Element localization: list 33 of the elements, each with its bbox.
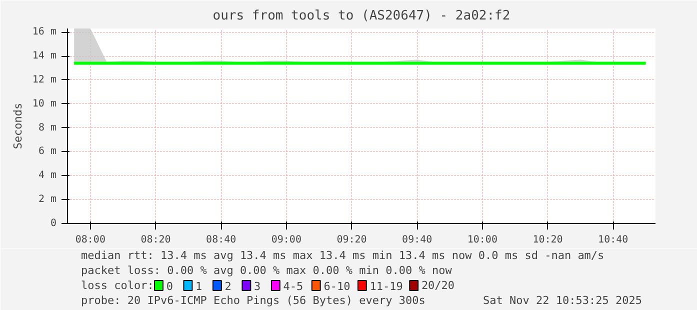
y-tick-label: 2 m	[38, 194, 56, 206]
legend-label: 11-19	[370, 280, 403, 293]
x-tick-label: 10:40	[598, 234, 628, 246]
legend-label: 3	[254, 280, 261, 293]
legend-label: 0	[166, 280, 173, 293]
x-tick-label: 08:20	[140, 234, 171, 246]
text: probe: 20 IPv6-ICMP Echo Pings (56 Bytes) every 300s	[81, 294, 426, 307]
text: Sat Nov 22 10:53:25 2025	[483, 294, 642, 307]
x-tick-label: 09:40	[402, 234, 432, 246]
x-tick-label: 10:00	[467, 234, 498, 246]
y-axis-title: Seconds	[11, 102, 24, 150]
text: packet loss: 0.00 % avg 0.00 % max 0.00 % min 0.00 % now	[81, 264, 452, 277]
y-tick-label: 0	[50, 218, 57, 229]
x-tick-label: 09:20	[336, 234, 367, 246]
legend-label: 6-10	[324, 280, 350, 293]
y-tick-label: 12 m	[32, 74, 57, 86]
y-tick-label: 6 m	[38, 146, 56, 158]
legend-label: 2	[224, 280, 232, 293]
legend-label: 4-5	[283, 280, 304, 293]
y-tick-label: 4 m	[38, 170, 56, 182]
legend-title: loss color:	[81, 279, 154, 292]
text: median rtt: 13.4 ms avg 13.4 ms max 13.4 ms min 13.4 ms now 0.0 ms sd -nan am/s	[81, 249, 604, 262]
y-tick-label: 8 m	[38, 122, 56, 134]
x-tick-label: 08:40	[206, 234, 236, 246]
y-tick-label: 14 m	[32, 50, 57, 62]
y-tick-label: 10 m	[32, 98, 57, 110]
legend-label: 20/20	[421, 279, 455, 292]
x-tick-label: 08:00	[75, 234, 106, 246]
x-tick-label: 09:00	[271, 234, 302, 246]
x-tick-label: 10:20	[532, 234, 563, 246]
legend-label: 1	[196, 280, 202, 293]
y-tick-label: 16 m	[32, 26, 57, 38]
chart-title: ours from tools to (AS20647) - 2a02:f2	[212, 8, 510, 24]
